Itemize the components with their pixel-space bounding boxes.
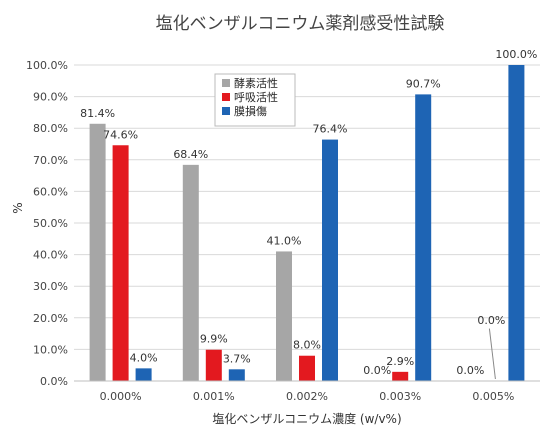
y-tick-label: 20.0%: [33, 312, 68, 325]
data-label: 81.4%: [80, 107, 115, 120]
x-tick-label: 0.003%: [379, 390, 421, 403]
data-label: 68.4%: [173, 148, 208, 161]
y-tick-label: 90.0%: [33, 91, 68, 104]
bar: [135, 368, 152, 381]
y-tick-label: 40.0%: [33, 249, 68, 262]
y-tick-label: 30.0%: [33, 280, 68, 293]
y-tick-label: 80.0%: [33, 122, 68, 135]
y-tick-label: 100.0%: [26, 59, 68, 72]
data-label: 0.0%: [456, 364, 484, 377]
data-label: 76.4%: [313, 123, 348, 136]
data-label: 74.6%: [103, 128, 138, 141]
legend-swatch: [222, 93, 230, 101]
bar: [228, 369, 245, 381]
data-label: 41.0%: [267, 234, 302, 247]
y-tick-label: 0.0%: [40, 375, 68, 388]
data-label: 100.0%: [495, 48, 537, 61]
gridlines: [74, 64, 540, 382]
bar: [205, 349, 222, 381]
data-label: 4.0%: [130, 351, 158, 364]
data-label: 9.9%: [200, 333, 228, 346]
y-tick-label: 70.0%: [33, 154, 68, 167]
data-label: 90.7%: [406, 77, 441, 90]
bar: [112, 145, 129, 381]
data-label: 8.0%: [293, 339, 321, 352]
bar: [299, 355, 315, 381]
data-label: 3.7%: [223, 352, 251, 365]
bar: [182, 164, 199, 381]
x-tick-label: 0.002%: [286, 390, 328, 403]
legend-label: 呼吸活性: [234, 90, 278, 104]
bar: [322, 139, 338, 381]
bar: [89, 123, 106, 381]
y-tick-label: 50.0%: [33, 217, 68, 230]
bar: [392, 371, 409, 381]
x-axis-title: 塩化ベンザルコニウム濃度 (w/v%): [212, 411, 401, 426]
bar: [276, 251, 292, 381]
y-tick-label: 10.0%: [33, 343, 68, 356]
leader-line: [488, 328, 496, 380]
legend-label: 酵素活性: [234, 76, 278, 90]
data-label: 0.0%: [477, 314, 505, 327]
axes: 0.0% 10.0% 20.0% 30.0% 40.0% 50.0% 60.0% 70.0% 8…: [26, 59, 540, 403]
x-tick-label: 0.001%: [193, 390, 235, 403]
legend-swatch: [222, 79, 230, 87]
x-tick-label: 0.005%: [472, 390, 514, 403]
bars: [89, 65, 525, 381]
legend-label: 膜損傷: [234, 104, 267, 118]
data-label: 0.0%: [363, 364, 391, 377]
data-labels: 81.4% 74.6% 4.0% 68.4% 9.9% 3.7% 41.0% 8.0% 76.4…: [80, 48, 537, 380]
bar: [415, 94, 432, 381]
y-tick-label: 60.0%: [33, 185, 68, 198]
bar: [508, 65, 525, 381]
legend-swatch: [222, 107, 230, 115]
x-tick-label: 0.000%: [100, 390, 142, 403]
data-label: 2.9%: [386, 355, 414, 368]
y-axis-title: %: [11, 202, 25, 213]
chart-title: 塩化ベンザルコニウム薬剤感受性試験: [156, 14, 445, 34]
